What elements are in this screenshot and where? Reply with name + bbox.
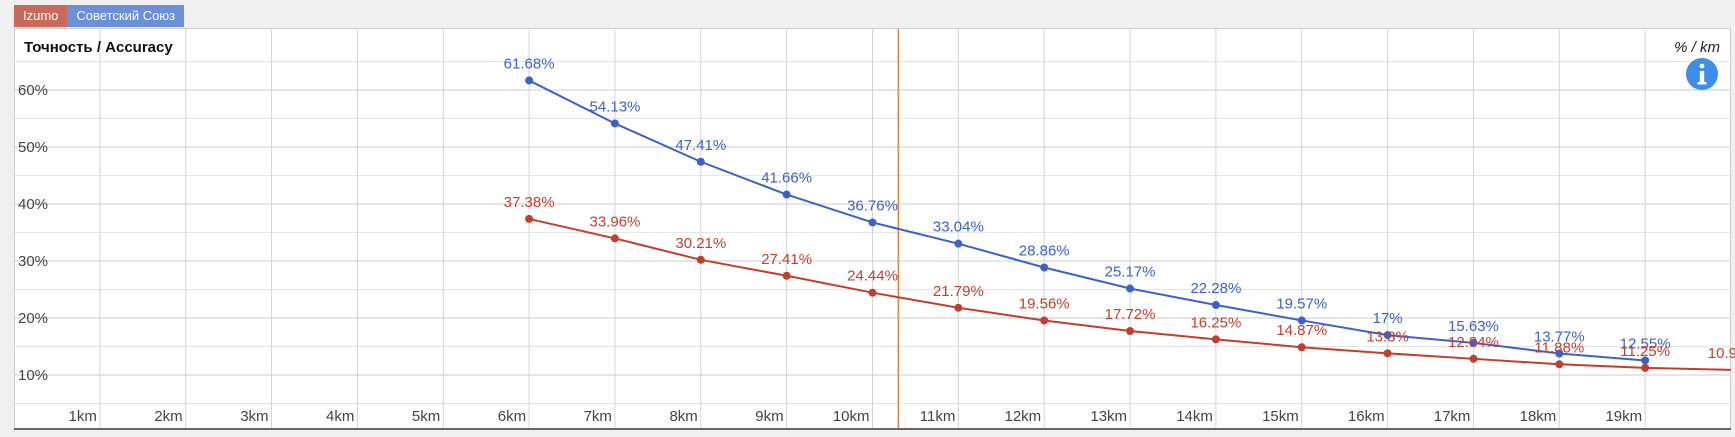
x-tick-label: 18km <box>1520 408 1557 425</box>
x-tick-label: 1km <box>69 408 97 425</box>
data-point <box>1297 316 1306 325</box>
unit-label: % / km <box>1674 39 1720 56</box>
data-point <box>868 288 877 297</box>
data-point <box>1555 360 1564 369</box>
data-label: 21.79% <box>933 283 984 300</box>
data-label: 11.25% <box>1620 343 1670 360</box>
data-point <box>525 214 534 223</box>
y-tick-label: 40% <box>18 196 48 213</box>
data-point <box>696 157 705 166</box>
x-tick-label: 5km <box>412 408 440 425</box>
x-tick-label: 10km <box>833 408 870 425</box>
data-label: 24.44% <box>847 268 898 285</box>
series-line <box>528 79 1646 362</box>
data-label: 16.25% <box>1190 314 1241 331</box>
info-icon[interactable] <box>1686 58 1718 90</box>
x-tick-label: 15km <box>1262 408 1299 425</box>
data-label: 17% <box>1373 310 1403 327</box>
data-point <box>1297 343 1306 352</box>
data-label: 28.86% <box>1019 242 1070 259</box>
y-tick-label: 60% <box>18 82 48 99</box>
chart-title: Точность / Accuracy <box>24 39 173 56</box>
data-point <box>1469 354 1478 363</box>
data-point <box>1040 263 1049 272</box>
data-point <box>782 190 791 199</box>
x-tick-label: 2km <box>154 408 182 425</box>
data-label: 36.76% <box>847 197 898 214</box>
data-label: 33.04% <box>933 219 984 236</box>
x-tick-label: 9km <box>755 408 783 425</box>
y-tick-label: 50% <box>18 139 48 156</box>
data-point <box>610 234 619 243</box>
x-tick-label: 12km <box>1005 408 1042 425</box>
tab-sovetsky-soyuz[interactable]: Советский Союз <box>67 5 185 27</box>
y-tick-label: 30% <box>18 253 48 270</box>
data-label: 25.17% <box>1105 264 1156 281</box>
data-label: 54.13% <box>590 98 641 115</box>
data-point <box>1555 349 1564 358</box>
data-label: 10.9 <box>1708 345 1735 362</box>
data-point <box>696 255 705 264</box>
y-tick-label: 20% <box>18 310 48 327</box>
series-izumo: 37.38% 33.96% 30.21% 27.41% 24.44% 21.79% 19.5… <box>504 194 1735 372</box>
data-point <box>954 303 963 312</box>
data-label: 19.57% <box>1276 295 1327 312</box>
tab-izumo[interactable]: Izumo <box>14 5 68 27</box>
x-axis-ticks: 1km 2km 3km 4km 5km 6km 7km 8km 9km 10km 11km 12km 1… <box>69 408 1643 425</box>
data-label: 11.88% <box>1534 339 1584 356</box>
data-point <box>1641 356 1650 365</box>
series-sovetsky-soyuz: 61.68% 54.13% 47.41% 41.66% 36.76% 33.04% 28.8… <box>504 55 1671 365</box>
data-label: 41.66% <box>761 170 812 187</box>
data-point <box>610 119 619 128</box>
data-point <box>1040 316 1049 325</box>
x-tick-label: 8km <box>669 408 697 425</box>
series-tabs: Izumo Советский Союз <box>14 5 185 27</box>
data-label: 27.41% <box>761 251 812 268</box>
data-label: 14.87% <box>1276 322 1327 339</box>
data-point <box>1383 349 1392 358</box>
data-label: 61.68% <box>504 55 555 72</box>
data-label: 12.84% <box>1448 334 1499 351</box>
data-point <box>1641 363 1650 372</box>
x-tick-label: 17km <box>1434 408 1471 425</box>
panel-bottom-border <box>14 428 1731 430</box>
x-tick-label: 11km <box>920 408 956 425</box>
data-point <box>1469 338 1478 347</box>
data-label: 19.56% <box>1019 296 1070 313</box>
data-label: 17.72% <box>1105 306 1156 323</box>
data-point <box>1211 335 1220 344</box>
x-tick-label: 16km <box>1348 408 1385 425</box>
data-point <box>1211 301 1220 310</box>
data-point <box>1126 284 1135 293</box>
data-label: 30.21% <box>675 235 726 252</box>
x-tick-label: 3km <box>240 408 268 425</box>
data-point <box>954 239 963 248</box>
data-label: 37.38% <box>504 194 555 211</box>
data-label: 47.41% <box>675 137 726 154</box>
series-group: 61.68% 54.13% 47.41% 41.66% 36.76% 33.04% 28.8… <box>504 55 1735 372</box>
x-tick-label: 7km <box>584 408 612 425</box>
data-label: 13.8% <box>1366 328 1409 345</box>
grid-lines <box>15 29 1730 428</box>
data-label: 12.55% <box>1620 335 1671 352</box>
x-tick-label: 6km <box>498 408 526 425</box>
y-tick-label: 10% <box>18 367 48 384</box>
data-label: 13.77% <box>1534 329 1585 346</box>
data-point <box>1383 331 1392 340</box>
x-tick-label: 13km <box>1090 408 1127 425</box>
data-label: 22.28% <box>1190 280 1241 297</box>
x-tick-label: 14km <box>1176 408 1213 425</box>
x-tick-label: 4km <box>326 408 354 425</box>
x-tick-label: 19km <box>1605 408 1642 425</box>
data-label: 33.96% <box>590 213 641 230</box>
data-point <box>782 271 791 280</box>
data-label: 15.63% <box>1448 318 1499 335</box>
data-point <box>1126 326 1135 335</box>
data-point <box>868 218 877 227</box>
y-axis-ticks: 10% 20% 30% 40% 50% 60% <box>18 82 48 384</box>
data-point <box>525 76 534 85</box>
